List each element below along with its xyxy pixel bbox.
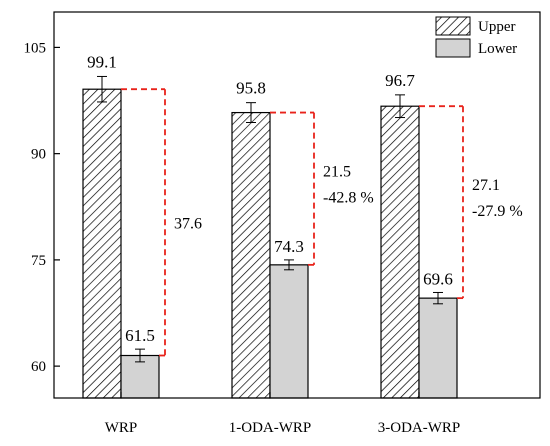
- legend-swatch-lower: [435, 38, 471, 58]
- bar-lower: [120, 354, 160, 399]
- difference-value-label: 21.5: [323, 164, 351, 181]
- x-tick-label: 3-ODA-WRP: [378, 420, 461, 436]
- plot-frame: [53, 11, 541, 399]
- y-tick-label: 60: [31, 359, 46, 375]
- difference-value-label: 27.1: [472, 177, 500, 194]
- x-tick-label: 1-ODA-WRP: [229, 420, 312, 436]
- data-label-upper: 96.7: [385, 71, 415, 90]
- bar-upper: [231, 111, 271, 399]
- bar-upper: [82, 88, 122, 399]
- difference-percent-label: -27.9 %: [472, 203, 523, 220]
- difference-value-label: 37.6: [174, 215, 202, 232]
- legend-label-upper: Upper: [478, 19, 516, 35]
- bar-upper: [380, 105, 420, 399]
- y-tick-label: 105: [24, 40, 47, 56]
- data-label-lower: 69.6: [423, 269, 453, 288]
- bar-lower: [269, 264, 309, 399]
- legend-label-lower: Lower: [478, 41, 517, 57]
- data-label-lower: 74.3: [274, 237, 304, 256]
- x-tick-label: WRP: [105, 420, 138, 436]
- difference-percent-label: -42.8 %: [323, 190, 374, 207]
- data-label-upper: 99.1: [87, 52, 117, 71]
- bar-lower: [418, 297, 458, 399]
- y-tick-label: 90: [31, 147, 46, 163]
- y-tick-label: 75: [31, 253, 46, 269]
- legend-swatch-upper: [435, 16, 471, 36]
- data-label-upper: 95.8: [236, 79, 266, 98]
- legend: Upper Lower: [435, 16, 517, 58]
- data-label-lower: 61.5: [125, 326, 155, 345]
